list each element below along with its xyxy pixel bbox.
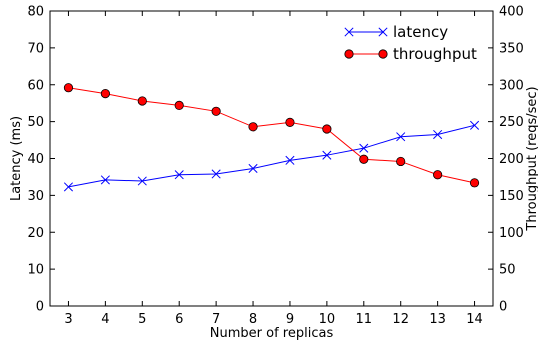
series-layer [63, 83, 480, 192]
right-y-axis-label: Throughput (reqs/sec) [525, 86, 538, 231]
left-y-tick-label: 40 [27, 152, 44, 167]
legend-marker-latency [378, 27, 388, 37]
throughput-line [68, 87, 475, 184]
x-tick-label: 8 [249, 312, 257, 327]
x-tick-label: 3 [64, 312, 72, 327]
right-y-tick-label: 50 [499, 263, 516, 278]
x-tick-label: 11 [356, 312, 373, 327]
x-tick-label: 9 [286, 312, 294, 327]
latency-point [248, 163, 258, 174]
right-y-tick-label: 100 [499, 226, 524, 241]
latency-point [100, 175, 110, 185]
throughput-point [396, 156, 406, 167]
right-y-tick-label: 150 [499, 189, 524, 204]
left-y-tick-label: 0 [36, 300, 44, 315]
throughput-point [100, 89, 110, 99]
legend: latency throughput [344, 23, 477, 63]
x-tick-label: 13 [429, 312, 446, 327]
left-y-tick-label: 50 [27, 115, 44, 130]
throughput-point [322, 124, 332, 134]
left-y-tick-label: 60 [27, 78, 44, 93]
x-axis-ticks: 3 4 5 6 7 8 9 10 11 12 13 14 [64, 11, 483, 327]
throughput-point [469, 178, 480, 188]
latency-point [285, 155, 295, 165]
throughput-point [137, 96, 147, 106]
throughput-point [63, 83, 74, 93]
latency-point [174, 170, 184, 180]
right-y-tick-label: 300 [499, 78, 524, 93]
left-y-tick-label: 80 [27, 5, 44, 20]
right-y-axis-ticks: 0 50 100 150 200 250 300 350 400 [488, 5, 524, 315]
x-tick-label: 10 [319, 312, 336, 327]
right-y-tick-label: 350 [499, 41, 524, 56]
latency-point [211, 169, 221, 179]
legend-label-throughput: throughput [393, 45, 477, 63]
left-y-axis-label: Latency (ms) [9, 116, 24, 201]
latency-point [396, 132, 406, 142]
x-tick-label: 12 [392, 312, 409, 327]
legend-marker-throughput [378, 49, 388, 59]
left-y-axis-ticks: 0 10 20 30 40 50 60 70 80 [27, 5, 55, 315]
throughput-point [433, 170, 443, 180]
latency-line [68, 124, 475, 188]
right-y-tick-label: 400 [499, 5, 524, 20]
throughput-point [359, 154, 369, 164]
x-tick-label: 14 [466, 312, 483, 327]
latency-point [469, 120, 480, 130]
x-tick-label: 6 [175, 312, 183, 327]
x-tick-label: 5 [138, 312, 146, 327]
right-y-tick-label: 200 [499, 152, 524, 167]
latency-point [433, 129, 443, 140]
left-y-tick-label: 30 [27, 189, 44, 204]
legend-marker-latency [344, 27, 354, 37]
x-tick-label: 4 [101, 312, 109, 327]
latency-point [137, 176, 147, 186]
legend-marker-throughput [344, 49, 354, 59]
right-y-tick-label: 0 [499, 300, 507, 315]
left-y-tick-label: 70 [27, 41, 44, 56]
latency-point [322, 150, 332, 160]
x-axis-label: Number of replicas [210, 326, 334, 341]
latency-point [359, 143, 369, 153]
throughput-point [174, 100, 184, 111]
right-y-tick-label: 250 [499, 115, 524, 130]
throughput-point [248, 122, 258, 132]
throughput-point [211, 106, 221, 116]
throughput-point [285, 117, 295, 127]
left-y-tick-label: 20 [27, 226, 44, 241]
latency-point [63, 182, 74, 192]
legend-label-latency: latency [393, 23, 448, 41]
left-y-tick-label: 10 [27, 263, 44, 278]
x-tick-label: 7 [212, 312, 220, 327]
